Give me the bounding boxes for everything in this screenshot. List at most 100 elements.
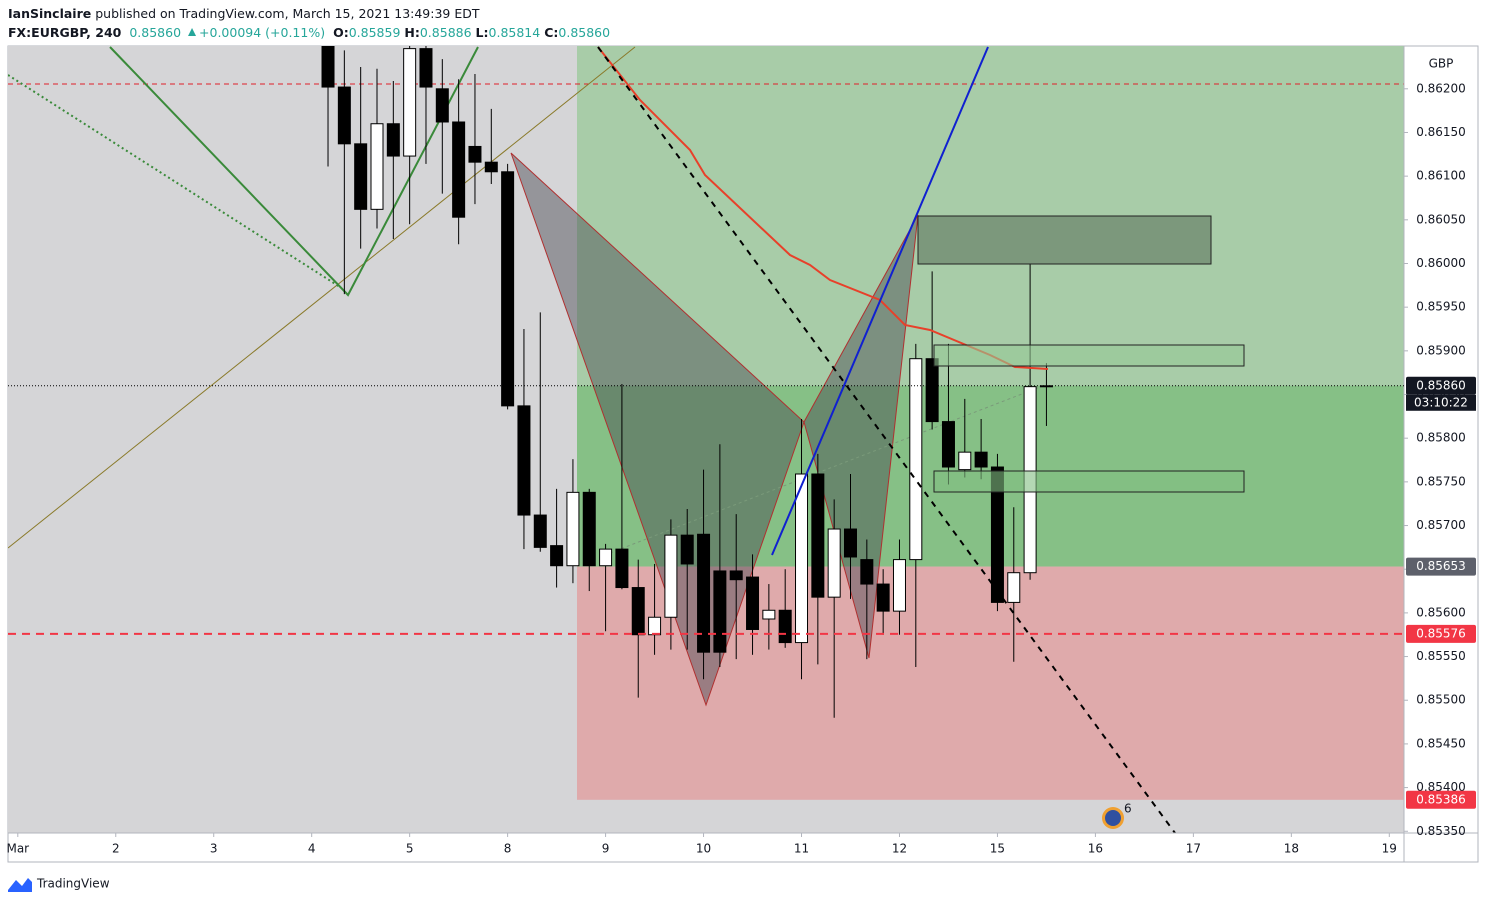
candle-body xyxy=(533,514,547,548)
x-tick-label: 18 xyxy=(1284,842,1299,856)
candle-body xyxy=(435,88,449,123)
ohlc-label: H: xyxy=(404,25,419,40)
axes: 0.85350 0.85400 0.85450 0.85500 0.85550 0.856… xyxy=(6,81,1476,856)
candle-body xyxy=(631,587,645,636)
price-marker-label: 0.85860 xyxy=(1416,378,1466,392)
ohlc-label: O: xyxy=(333,25,349,40)
countdown: 03:10:22 xyxy=(1414,395,1468,409)
y-tick-label: 0.85550 xyxy=(1416,649,1466,663)
header-line: IanSinclaire published on TradingView.co… xyxy=(8,6,480,21)
price-marker-label: 0.85386 xyxy=(1416,792,1466,806)
x-tick-label: 2 xyxy=(112,842,120,856)
candle-body xyxy=(337,86,351,145)
x-tick-label: 15 xyxy=(990,842,1005,856)
x-tick-label: Mar xyxy=(6,842,29,856)
candle-body xyxy=(892,559,906,612)
dotted-line xyxy=(8,74,341,288)
candle-body xyxy=(370,123,384,210)
zone-box xyxy=(933,344,1245,367)
candle-body xyxy=(582,491,596,567)
candle-body xyxy=(746,576,760,630)
y-tick-label: 0.85950 xyxy=(1416,300,1466,314)
price-marker xyxy=(1406,376,1476,395)
brand: TradingView xyxy=(36,877,110,891)
symbol: FX:EURGBP, 240 xyxy=(8,25,122,40)
ohlc-label: L: xyxy=(476,25,489,40)
candle-body xyxy=(599,548,613,567)
zone-box xyxy=(917,215,1212,265)
publisher: IanSinclaire xyxy=(8,6,91,21)
y-tick-label: 0.85400 xyxy=(1416,780,1466,794)
y-tick-label: 0.85700 xyxy=(1416,518,1466,532)
y-tick-label: 0.85350 xyxy=(1416,824,1466,838)
candle-body xyxy=(321,46,335,88)
candle-body xyxy=(778,609,792,644)
candle-body xyxy=(550,545,564,567)
ohlc-value: 0.85860 xyxy=(558,25,610,40)
candle-body xyxy=(403,48,417,157)
x-tick-label: 4 xyxy=(308,842,316,856)
candle-body xyxy=(843,528,857,558)
countdown-box xyxy=(1406,394,1476,411)
ohlc-value: 0.85814 xyxy=(489,25,541,40)
candle-body xyxy=(958,451,972,471)
candles xyxy=(321,46,1053,718)
brand-logo xyxy=(8,878,32,892)
y-tick-label: 0.86100 xyxy=(1416,169,1466,183)
price-marker xyxy=(1406,624,1476,643)
projection-line xyxy=(609,386,1041,554)
candle-body xyxy=(941,421,955,468)
y-tick-label: 0.85900 xyxy=(1416,343,1466,357)
candle-body xyxy=(876,583,890,612)
last-price: 0.85860 xyxy=(129,25,181,40)
x-tick-label: 19 xyxy=(1382,842,1397,856)
y-tick-label: 0.85600 xyxy=(1416,605,1466,619)
candle-body xyxy=(795,473,809,644)
price-marker-label: 0.85653 xyxy=(1416,559,1466,573)
up-arrow xyxy=(188,28,197,36)
candle-body xyxy=(354,143,368,210)
candle-body xyxy=(860,559,874,585)
badge-count: 6 xyxy=(1124,802,1132,816)
currency: GBP xyxy=(1429,57,1454,71)
candle-body xyxy=(452,121,466,218)
x-tick-label: 9 xyxy=(602,842,610,856)
x-tick-label: 3 xyxy=(210,842,218,856)
x-tick-label: 11 xyxy=(794,842,809,856)
y-tick-label: 0.85500 xyxy=(1416,693,1466,707)
candle-body xyxy=(386,123,400,157)
candle-body xyxy=(1007,572,1021,603)
candle-body xyxy=(484,161,498,173)
x-tick-label: 17 xyxy=(1186,842,1201,856)
x-tick-label: 16 xyxy=(1088,842,1103,856)
candle-body xyxy=(501,171,515,407)
candle-body xyxy=(713,570,727,653)
symbol-line: FX:EURGBP, 240 0.85860 +0.00094 (+0.11%)… xyxy=(8,25,610,40)
ohlc-label: C: xyxy=(544,25,558,40)
candle-body xyxy=(729,570,743,581)
candle-body xyxy=(990,466,1004,603)
price-marker xyxy=(1406,790,1476,809)
y-tick-label: 0.86200 xyxy=(1416,81,1466,95)
ohlc-value: 0.85859 xyxy=(349,25,401,40)
y-tick-label: 0.85800 xyxy=(1416,431,1466,445)
x-tick-label: 8 xyxy=(504,842,512,856)
candle-body xyxy=(680,534,694,565)
price-marker xyxy=(1406,557,1476,576)
y-tick-label: 0.86050 xyxy=(1416,212,1466,226)
v-line xyxy=(109,46,479,297)
candle-body xyxy=(664,534,678,618)
ohlc-value: 0.85886 xyxy=(420,25,472,40)
x-tick-label: 5 xyxy=(406,842,414,856)
candle-body xyxy=(468,145,482,163)
harmonic-triangle xyxy=(510,152,805,707)
candle-body xyxy=(827,528,841,598)
y-tick-label: 0.86150 xyxy=(1416,125,1466,139)
candle-body xyxy=(648,616,662,636)
blue-line xyxy=(771,46,989,556)
y-tick-label: 0.85750 xyxy=(1416,474,1466,488)
drawings-over: 6 xyxy=(597,46,1245,833)
published: published on TradingView.com, March 15, … xyxy=(95,6,480,21)
candle-body xyxy=(925,358,939,423)
candle-body xyxy=(811,473,825,598)
